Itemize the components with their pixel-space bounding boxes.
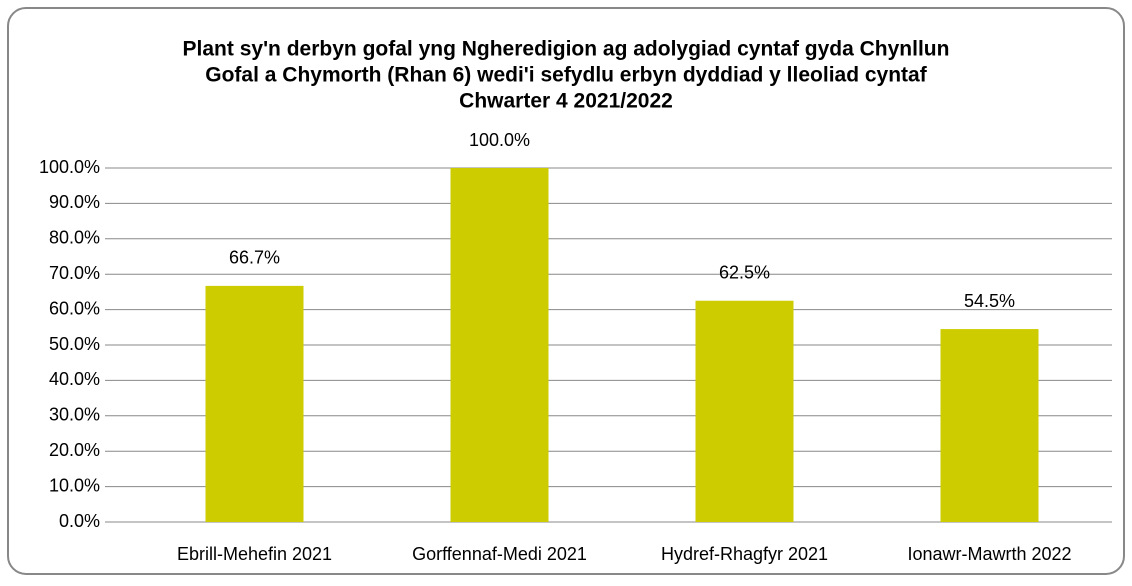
y-tick-label: 70.0%	[49, 263, 100, 283]
data-label: 54.5%	[964, 291, 1015, 311]
y-tick-label: 0.0%	[59, 511, 100, 531]
chart-title: Gofal a Chymorth (Rhan 6) wedi'i sefydlu…	[205, 64, 927, 87]
x-tick-label: Hydref-Rhagfyr 2021	[661, 544, 828, 564]
y-tick-label: 80.0%	[49, 228, 100, 248]
chart-title: Chwarter 4 2021/2022	[459, 90, 673, 113]
data-label: 100.0%	[469, 130, 530, 150]
y-tick-label: 30.0%	[49, 405, 100, 425]
x-tick-label: Ebrill-Mehefin 2021	[177, 544, 332, 564]
bar	[205, 285, 304, 522]
chart-title: Plant sy'n derbyn gofal yng Ngheredigion…	[183, 38, 950, 61]
y-tick-label: 90.0%	[49, 192, 100, 212]
y-tick-label: 20.0%	[49, 440, 100, 460]
y-tick-label: 60.0%	[49, 298, 100, 318]
y-tick-label: 40.0%	[49, 369, 100, 389]
data-label: 62.5%	[719, 263, 770, 283]
y-tick-label: 100.0%	[39, 157, 100, 177]
bar	[450, 168, 549, 522]
x-tick-label: Gorffennaf-Medi 2021	[412, 544, 587, 564]
bar	[695, 300, 794, 522]
y-tick-label: 50.0%	[49, 334, 100, 354]
y-tick-label: 10.0%	[49, 475, 100, 495]
bar	[940, 329, 1039, 522]
x-tick-label: Ionawr-Mawrth 2022	[907, 544, 1071, 564]
data-label: 66.7%	[229, 248, 280, 268]
